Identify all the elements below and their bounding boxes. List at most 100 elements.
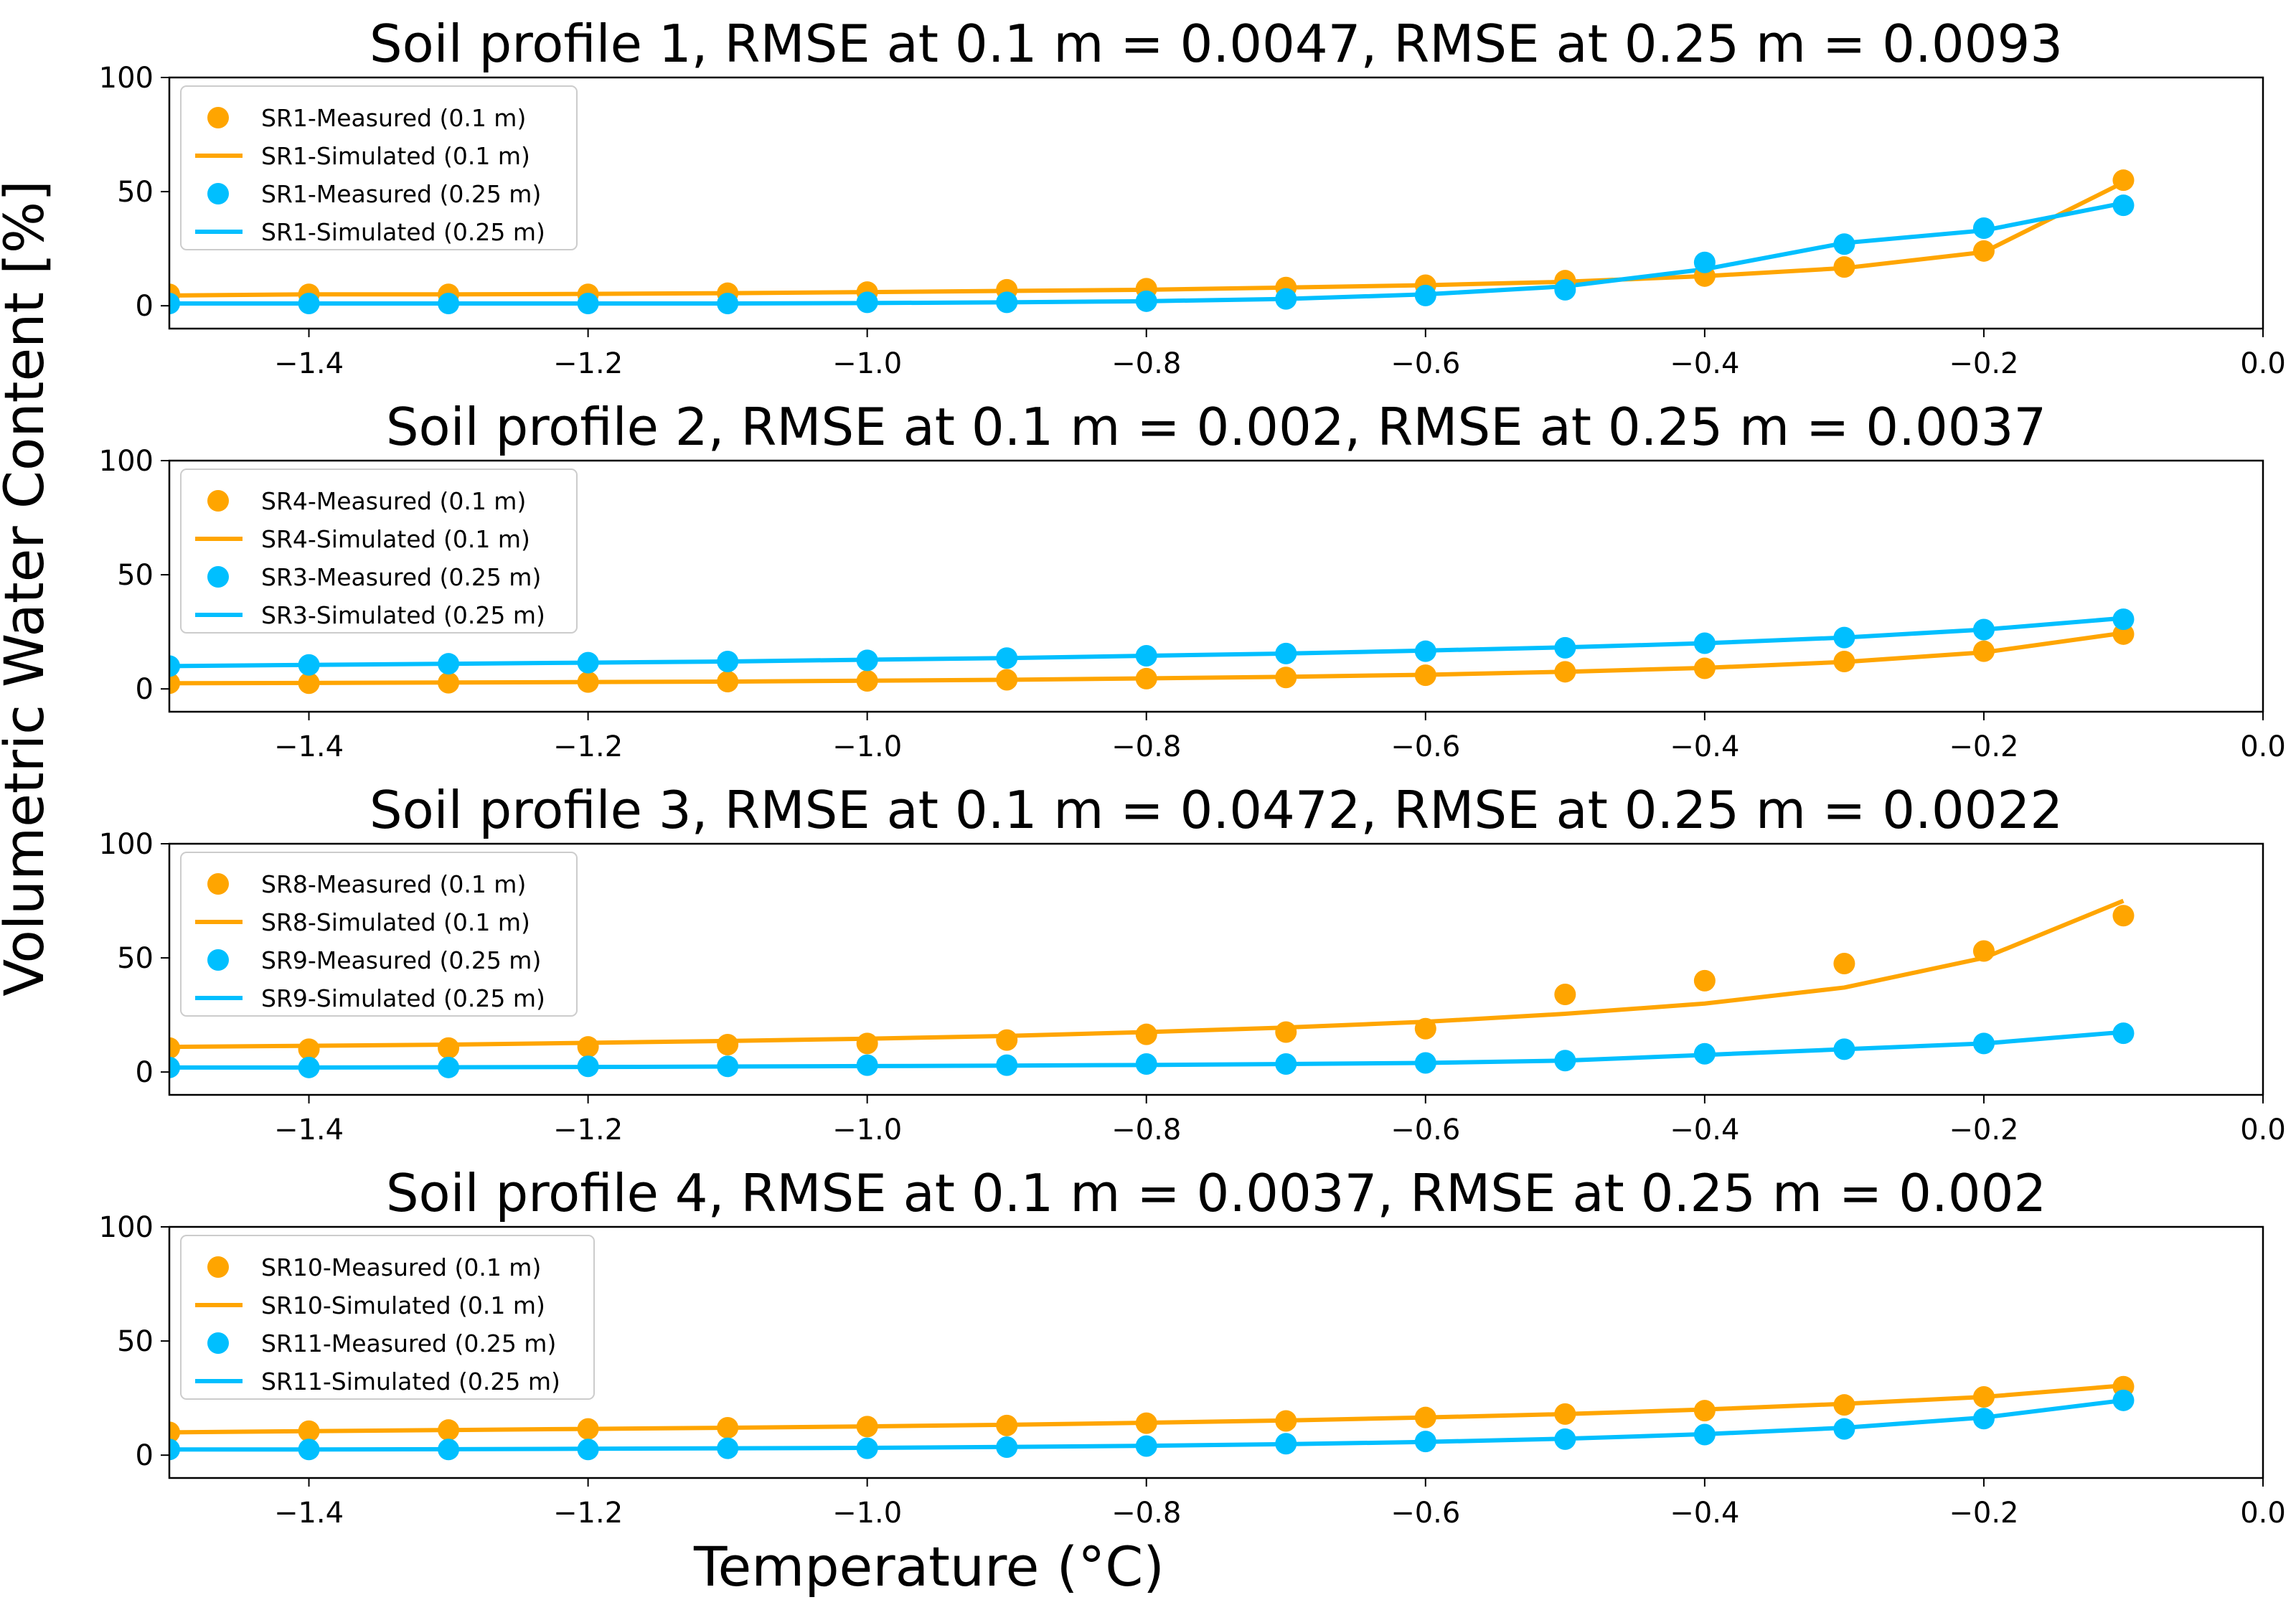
series-point xyxy=(856,291,878,314)
series-point xyxy=(1833,651,1855,672)
x-tick-label: −1.2 xyxy=(553,1114,623,1147)
legend-marker xyxy=(207,873,229,895)
x-tick-label: −0.2 xyxy=(1949,1497,2018,1530)
series-point xyxy=(1414,1431,1436,1453)
series-point xyxy=(438,1056,460,1078)
legend-label: SR1-Simulated (0.25 m) xyxy=(261,218,545,246)
series-point xyxy=(1414,640,1436,662)
x-tick-label: −1.4 xyxy=(274,1497,344,1530)
series-point xyxy=(1972,618,1995,641)
series-point xyxy=(1693,251,1716,273)
series-point xyxy=(2112,1022,2135,1045)
series-point xyxy=(996,1414,1018,1436)
series-point xyxy=(438,1037,460,1059)
series-point xyxy=(856,1416,878,1438)
series-point xyxy=(169,1439,180,1461)
series-point xyxy=(298,1420,320,1442)
x-tick-label: −1.4 xyxy=(274,1114,344,1147)
series-point xyxy=(996,291,1018,314)
series-point xyxy=(856,670,878,692)
series-point xyxy=(298,1439,320,1461)
series-point xyxy=(2112,905,2135,927)
series-point xyxy=(1135,667,1157,689)
series-point xyxy=(1833,1418,1855,1440)
series-point xyxy=(1693,969,1716,992)
series-point xyxy=(1414,1406,1436,1428)
series-point xyxy=(996,647,1018,669)
chart-title: Soil profile 4, RMSE at 0.1 m = 0.0037, … xyxy=(386,1163,2046,1223)
x-tick-label: −1.0 xyxy=(832,1497,902,1530)
series-point xyxy=(717,1437,739,1459)
y-tick-label: 0 xyxy=(136,1439,154,1472)
series-point xyxy=(1972,1032,1995,1055)
y-tick-label: 50 xyxy=(117,1325,154,1358)
series-point xyxy=(1275,642,1297,664)
chart-title: Soil profile 1, RMSE at 0.1 m = 0.0047, … xyxy=(370,14,2063,74)
axes-frame xyxy=(168,1225,2264,1479)
series-point xyxy=(2112,194,2135,217)
series-point xyxy=(298,293,320,314)
series-point xyxy=(1275,1433,1297,1455)
series-point xyxy=(1135,1053,1157,1075)
series-point xyxy=(1972,217,1995,239)
plot-area xyxy=(169,608,2135,695)
legend-label: SR1-Measured (0.25 m) xyxy=(261,180,541,208)
series-point xyxy=(2112,1389,2135,1411)
y-tick-label: 0 xyxy=(136,1056,154,1089)
series-point xyxy=(856,1437,878,1459)
x-tick-label: −0.4 xyxy=(1670,1497,1739,1530)
series-point xyxy=(996,1054,1018,1076)
series-point xyxy=(577,1036,599,1058)
series-point xyxy=(438,1419,460,1441)
series-point xyxy=(1693,632,1716,654)
x-axis-label: Temperature (°C) xyxy=(693,1535,1165,1599)
legend-marker xyxy=(207,183,229,204)
x-tick-label: −0.6 xyxy=(1391,1497,1460,1530)
series-point xyxy=(1414,664,1436,687)
legend-label: SR4-Measured (0.1 m) xyxy=(261,487,526,515)
x-tick-label: −0.6 xyxy=(1391,347,1460,380)
series-point xyxy=(169,1037,180,1059)
series-point xyxy=(1693,657,1716,679)
y-tick-label: 100 xyxy=(99,1211,154,1244)
legend-marker xyxy=(207,490,229,512)
chart-title: Soil profile 3, RMSE at 0.1 m = 0.0472, … xyxy=(370,780,2063,840)
series-point xyxy=(717,671,739,692)
axes-frame xyxy=(168,842,2264,1096)
series-point xyxy=(1833,233,1855,255)
series-point xyxy=(717,1417,739,1439)
legend-label: SR8-Measured (0.1 m) xyxy=(261,870,526,898)
x-tick-label: −1.4 xyxy=(274,730,344,763)
series-point xyxy=(1833,256,1855,278)
legend-label: SR8-Simulated (0.1 m) xyxy=(261,908,530,936)
x-tick-label: −0.2 xyxy=(1949,730,2018,763)
chart-panel-1: Soil profile 1, RMSE at 0.1 m = 0.0047, … xyxy=(99,14,2286,380)
series-point xyxy=(298,1056,320,1078)
legend-marker xyxy=(207,949,229,971)
series-point xyxy=(1554,661,1576,683)
legend-box xyxy=(180,85,578,250)
y-axis-label: Volumetric Water Content [%] xyxy=(0,180,56,997)
series-point xyxy=(577,1418,599,1440)
series-point xyxy=(1275,1053,1297,1075)
series-point xyxy=(1554,1403,1576,1425)
legend-label: SR9-Measured (0.25 m) xyxy=(261,946,541,974)
legend-label: SR1-Measured (0.1 m) xyxy=(261,104,526,132)
series-point xyxy=(1693,1042,1716,1065)
y-tick-label: 50 xyxy=(117,942,154,975)
series-point xyxy=(1275,1410,1297,1432)
legend-box xyxy=(180,852,578,1017)
legend-marker xyxy=(207,107,229,128)
chart-panel-3: Soil profile 3, RMSE at 0.1 m = 0.0472, … xyxy=(99,780,2286,1147)
series-point xyxy=(856,1032,878,1055)
series-point xyxy=(1833,1038,1855,1060)
legend-box xyxy=(180,1235,595,1400)
x-tick-label: 0.0 xyxy=(2240,1114,2286,1147)
series-point xyxy=(169,1056,180,1078)
x-tick-label: 0.0 xyxy=(2240,730,2286,763)
series-point xyxy=(169,672,180,695)
x-tick-label: −0.4 xyxy=(1670,730,1739,763)
series-point xyxy=(438,653,460,675)
legend-label: SR1-Simulated (0.1 m) xyxy=(261,142,530,170)
series-point xyxy=(1693,1423,1716,1446)
